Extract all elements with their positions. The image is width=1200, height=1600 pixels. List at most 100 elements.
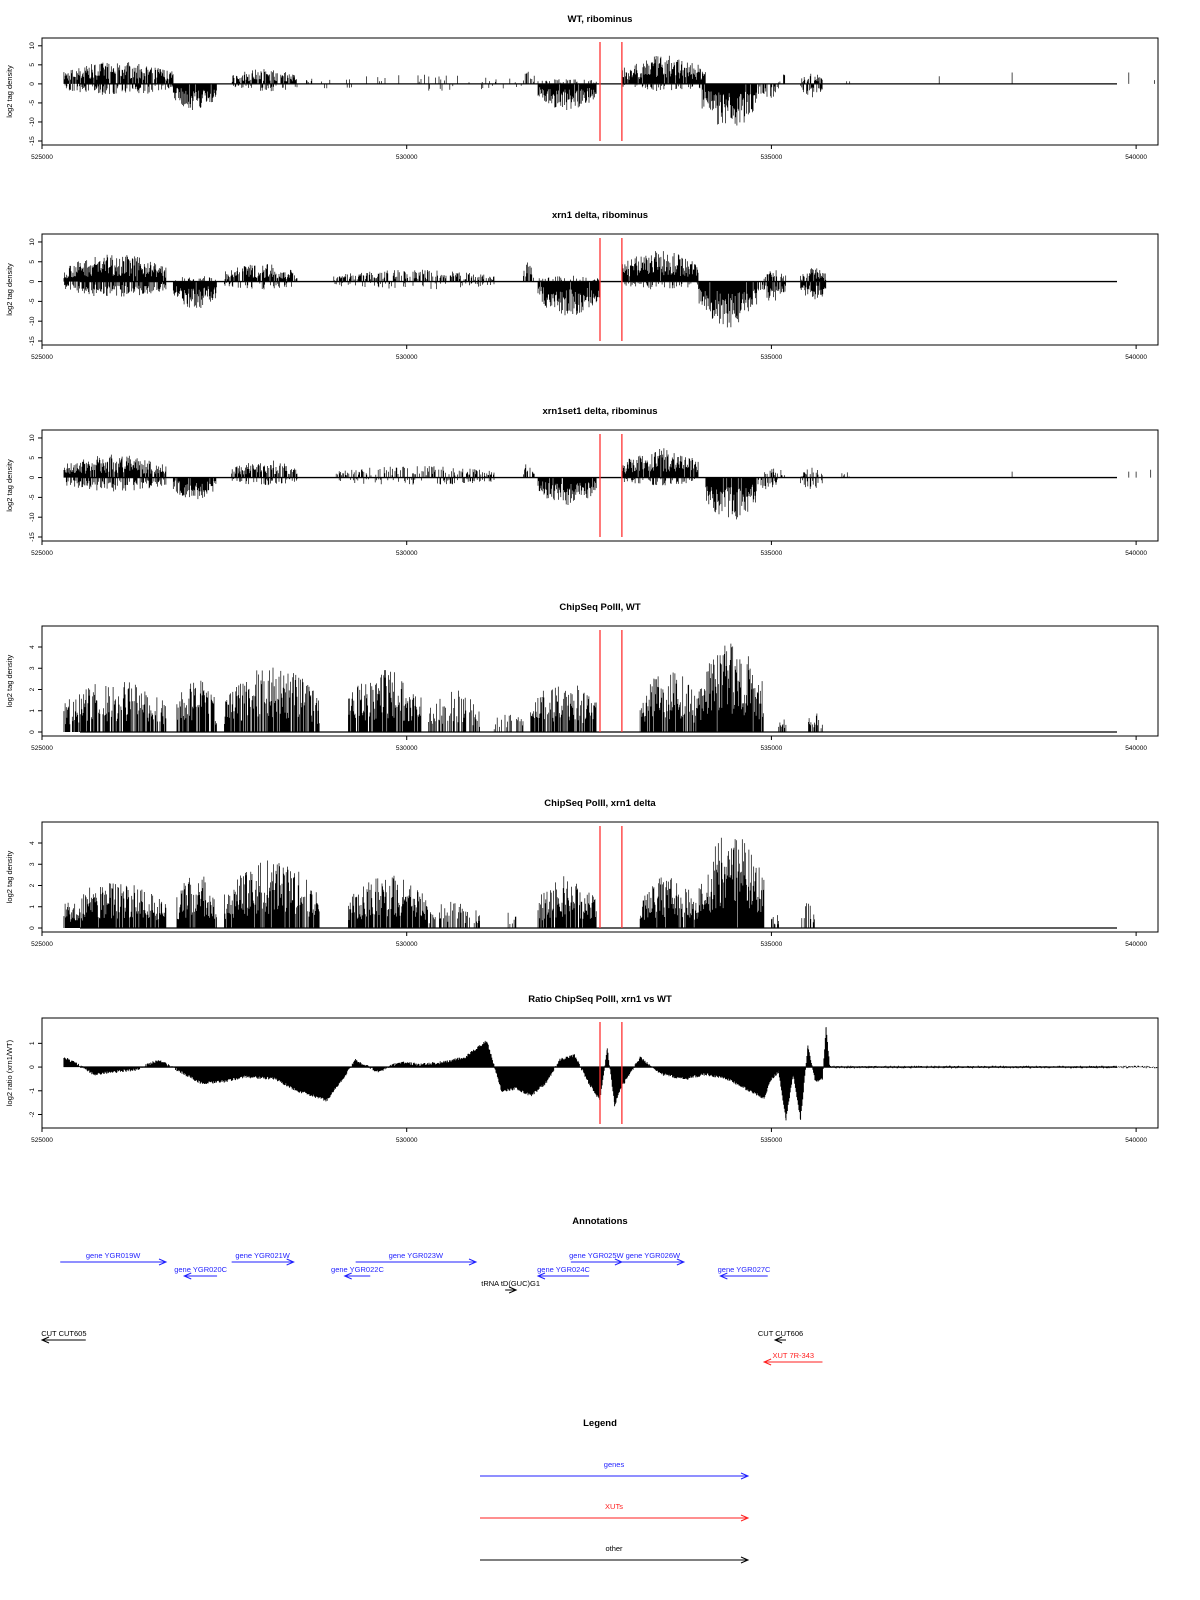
y-tick-label: 3 <box>29 862 36 866</box>
arrow-head <box>762 1358 772 1366</box>
arrow-head <box>158 1258 168 1266</box>
y-tick-label: 0 <box>29 475 36 479</box>
y-tick-label: 1 <box>29 905 36 909</box>
arrow-head <box>719 1272 728 1280</box>
plot-frame <box>41 821 1159 933</box>
y-tick-label: 2 <box>29 883 36 887</box>
arrow-head <box>468 1258 478 1266</box>
annotation-label: gene YGR020C <box>174 1265 227 1274</box>
arrow-head <box>286 1258 295 1266</box>
x-tick-label: 535000 <box>761 354 783 361</box>
panel-2: xrn1set1 delta, ribominus log2 tag densit… <box>5 406 1159 557</box>
annotation-feature: CUT CUT605 <box>40 1329 87 1344</box>
arrow-head <box>614 1258 624 1266</box>
x-tick-label: 525000 <box>31 354 53 361</box>
y-tick-label: -2 <box>29 1111 36 1117</box>
y-tick-label: -5 <box>29 100 36 106</box>
annotation-feature: gene YGR021W <box>231 1251 295 1266</box>
legend-label: XUTs <box>605 1502 623 1511</box>
y-tick-label: 10 <box>29 238 36 246</box>
annotation-label: gene YGR026W <box>626 1251 681 1260</box>
y-tick-label: 0 <box>29 279 36 283</box>
y-tick-label: -10 <box>29 117 36 127</box>
x-tick-label: 530000 <box>396 745 418 752</box>
y-tick-label: 0 <box>29 730 36 734</box>
arrow-head <box>773 1336 783 1344</box>
annotation-label: gene YGR027C <box>718 1265 771 1274</box>
annotation-label: CUT CUT605 <box>41 1329 86 1338</box>
y-tick-label: -1 <box>29 1088 36 1094</box>
annotation-label: gene YGR023W <box>389 1251 444 1260</box>
panel-0: WT, ribominus log2 tag density -15 -10 -5 0 5 1… <box>5 14 1159 161</box>
annotation-feature: gene YGR026W <box>621 1251 686 1266</box>
y-tick-label: -5 <box>29 298 36 304</box>
y-axis-label: log2 tag density <box>5 65 14 118</box>
legend-arrow-head <box>740 1556 750 1564</box>
legend-panel: Legend genes XUTs other <box>480 1418 750 1564</box>
x-tick-label: 525000 <box>31 154 53 161</box>
x-tick-label: 540000 <box>1125 941 1147 948</box>
y-tick-label: -15 <box>29 336 36 346</box>
annotation-label: XUT 7R-343 <box>773 1351 815 1360</box>
panel-title: ChipSeq PolII, WT <box>559 602 640 613</box>
x-tick-label: 540000 <box>1125 550 1147 557</box>
data-bars <box>63 643 823 732</box>
x-tick-label: 530000 <box>396 354 418 361</box>
legend-item-genes: genes <box>480 1460 750 1480</box>
legend-label: other <box>605 1544 623 1553</box>
data-bars <box>63 837 815 928</box>
annotation-feature: gene YGR025W <box>569 1251 625 1266</box>
annotation-feature: tRNA tD(GUC)G1 <box>481 1279 540 1294</box>
annotation-feature: gene YGR024C <box>536 1265 591 1280</box>
x-tick-label: 540000 <box>1125 1137 1147 1144</box>
annotation-feature: gene YGR019W <box>60 1251 168 1266</box>
legend-item-XUTs: XUTs <box>480 1502 750 1522</box>
y-tick-label: -15 <box>29 136 36 146</box>
data-bars <box>63 251 827 328</box>
y-tick-label: 10 <box>29 434 36 442</box>
legend-item-other: other <box>480 1544 750 1564</box>
x-tick-label: 525000 <box>31 1137 53 1144</box>
legend-title: Legend <box>583 1418 617 1429</box>
y-tick-label: 0 <box>29 82 36 86</box>
y-tick-label: 5 <box>29 63 36 67</box>
annotation-feature: gene YGR022C <box>331 1265 384 1280</box>
panel-1: xrn1 delta, ribominus log2 tag density -15… <box>5 210 1159 361</box>
plot-frame <box>41 37 1159 146</box>
annotation-feature: gene YGR027C <box>718 1265 771 1280</box>
x-tick-label: 540000 <box>1125 354 1147 361</box>
arrow-head <box>676 1258 686 1266</box>
x-tick-label: 525000 <box>31 941 53 948</box>
annotation-label: gene YGR022C <box>331 1265 384 1274</box>
x-tick-label: 525000 <box>31 550 53 557</box>
y-tick-label: -5 <box>29 494 36 500</box>
annotation-label: gene YGR019W <box>86 1251 141 1260</box>
y-tick-label: 5 <box>29 456 36 460</box>
x-tick-label: 535000 <box>761 745 783 752</box>
y-tick-label: -15 <box>29 532 36 542</box>
y-tick-label: 3 <box>29 666 36 670</box>
y-tick-label: 1 <box>29 1041 36 1045</box>
y-tick-label: 4 <box>29 645 36 649</box>
y-axis-label: log2 tag density <box>5 850 14 903</box>
annotation-label: gene YGR021W <box>235 1251 290 1260</box>
panel-5: Ratio ChipSeq PolII, xrn1 vs WT log2 rati… <box>5 994 1159 1144</box>
x-tick-label: 535000 <box>761 941 783 948</box>
x-tick-label: 540000 <box>1125 745 1147 752</box>
panel-title: WT, ribominus <box>568 14 633 25</box>
panel-4: ChipSeq PolII, xrn1 delta log2 tag densit… <box>5 798 1159 948</box>
x-tick-label: 530000 <box>396 941 418 948</box>
data-bars <box>63 55 1155 126</box>
legend-label: genes <box>604 1460 625 1469</box>
y-axis-label: log2 tag density <box>5 263 14 316</box>
plot-frame <box>41 429 1159 542</box>
y-axis-label: log2 tag density <box>5 459 14 512</box>
x-tick-label: 535000 <box>761 154 783 161</box>
y-tick-label: 1 <box>29 709 36 713</box>
arrow-head <box>343 1272 352 1280</box>
y-tick-label: -10 <box>29 316 36 326</box>
plot-frame <box>41 625 1159 737</box>
annotation-label: CUT CUT606 <box>758 1329 803 1338</box>
arrow-head <box>536 1272 546 1280</box>
